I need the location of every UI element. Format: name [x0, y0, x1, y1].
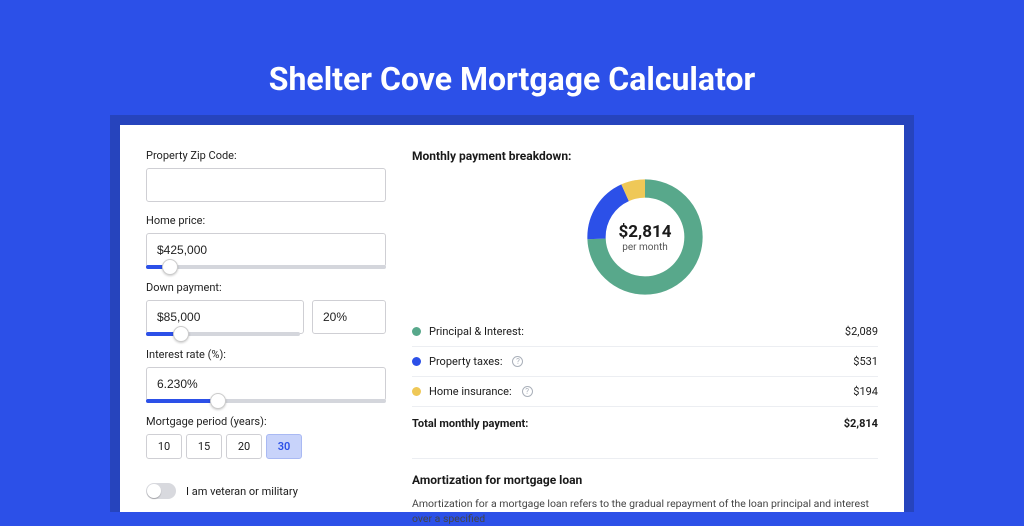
legend-row: Principal & Interest: $2,089 [412, 317, 878, 347]
legend-value: $531 [853, 355, 878, 368]
info-icon[interactable]: ? [512, 356, 523, 367]
interest-rate-slider-fill [146, 399, 218, 403]
calculator-outer-card: Property Zip Code: Home price: Down paym… [110, 115, 914, 512]
down-payment-input[interactable] [146, 300, 304, 334]
legend-dot [412, 327, 421, 336]
breakdown-column: Monthly payment breakdown: $2,814 per mo… [412, 149, 878, 488]
breakdown-title: Monthly payment breakdown: [412, 149, 878, 163]
form-column: Property Zip Code: Home price: Down paym… [146, 149, 386, 488]
donut-chart-wrap: $2,814 per month [412, 173, 878, 301]
period-option-30[interactable]: 30 [266, 434, 302, 459]
amortization-title: Amortization for mortgage loan [412, 473, 878, 487]
donut-sub: per month [622, 242, 668, 253]
legend-dot [412, 357, 421, 366]
period-option-20[interactable]: 20 [226, 434, 262, 459]
legend-value: $2,089 [845, 325, 878, 338]
home-price-slider[interactable] [146, 265, 386, 269]
zip-field: Property Zip Code: [146, 149, 386, 202]
legend-dot [412, 387, 421, 396]
period-option-15[interactable]: 15 [186, 434, 222, 459]
down-payment-field: Down payment: [146, 281, 386, 336]
calculator-card: Property Zip Code: Home price: Down paym… [120, 125, 904, 512]
zip-input[interactable] [146, 168, 386, 202]
legend-row: Property taxes:? $531 [412, 347, 878, 377]
interest-rate-input[interactable] [146, 367, 386, 401]
zip-label: Property Zip Code: [146, 149, 386, 162]
veteran-label: I am veteran or military [186, 485, 298, 498]
down-payment-pct-input[interactable] [312, 300, 386, 334]
period-options: 10152030 [146, 434, 386, 459]
veteran-toggle-knob [147, 484, 161, 498]
period-label: Mortgage period (years): [146, 415, 386, 428]
period-option-10[interactable]: 10 [146, 434, 182, 459]
legend-row: Home insurance:? $194 [412, 377, 878, 407]
down-payment-slider[interactable] [146, 332, 300, 336]
legend-label: Home insurance: [429, 385, 512, 398]
legend-total-row: Total monthly payment: $2,814 [412, 407, 878, 438]
interest-rate-slider-thumb[interactable] [210, 393, 226, 409]
down-payment-label: Down payment: [146, 281, 386, 294]
donut-center: $2,814 per month [581, 173, 709, 301]
legend-label: Principal & Interest: [429, 325, 524, 338]
interest-rate-slider[interactable] [146, 399, 386, 403]
period-field: Mortgage period (years): 10152030 [146, 415, 386, 459]
donut-chart: $2,814 per month [581, 173, 709, 301]
total-value: $2,814 [844, 417, 878, 430]
home-price-slider-thumb[interactable] [162, 259, 178, 275]
info-icon[interactable]: ? [522, 386, 533, 397]
interest-rate-label: Interest rate (%): [146, 348, 386, 361]
legend-value: $194 [853, 385, 878, 398]
home-price-input[interactable] [146, 233, 386, 267]
home-price-label: Home price: [146, 214, 386, 227]
total-label: Total monthly payment: [412, 417, 528, 430]
donut-value: $2,814 [619, 222, 672, 242]
amortization-section: Amortization for mortgage loan Amortizat… [412, 458, 878, 526]
page-title: Shelter Cove Mortgage Calculator [0, 0, 1024, 122]
veteran-field: I am veteran or military [146, 483, 386, 499]
down-payment-slider-thumb[interactable] [173, 326, 189, 342]
legend: Principal & Interest: $2,089 Property taxe… [412, 317, 878, 407]
veteran-toggle[interactable] [146, 483, 176, 499]
legend-label: Property taxes: [429, 355, 502, 368]
interest-rate-field: Interest rate (%): [146, 348, 386, 403]
home-price-field: Home price: [146, 214, 386, 269]
